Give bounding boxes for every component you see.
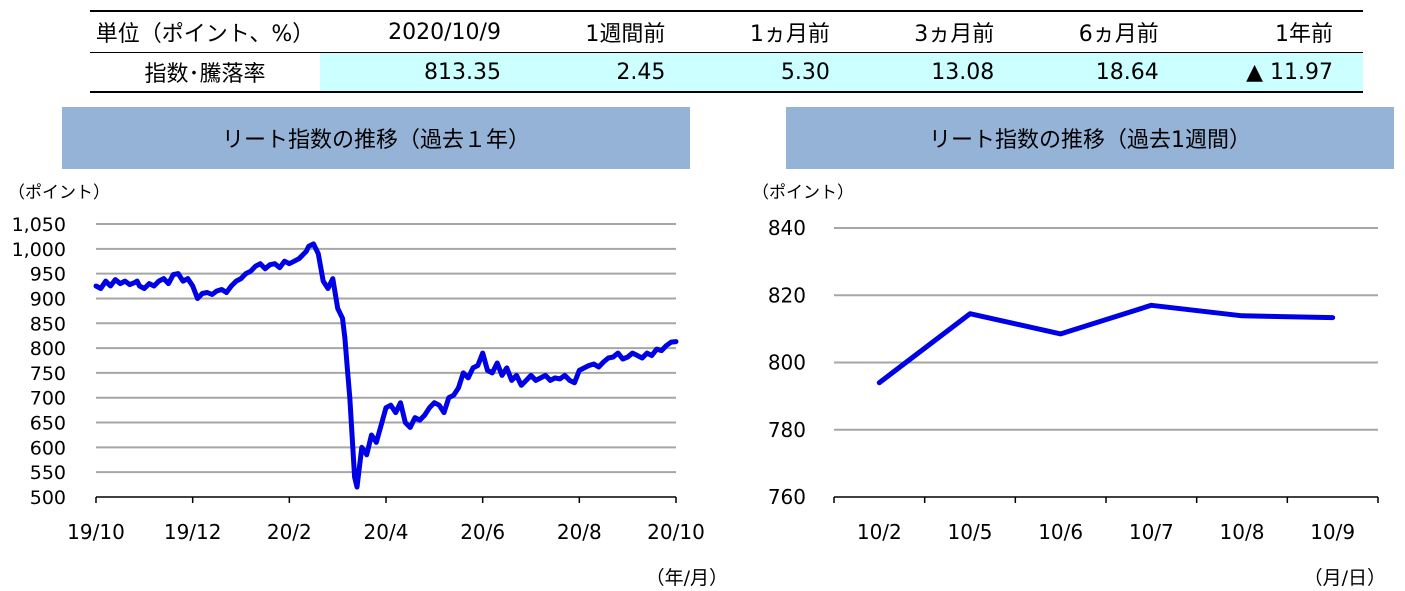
month-header: 1ヵ月前 xyxy=(695,10,860,53)
year-y-tick-label: 750 xyxy=(30,363,66,385)
year-y-tick-label: 1,000 xyxy=(12,239,66,261)
week-x-tick-label: 10/7 xyxy=(1129,520,1174,544)
six-month-header: 6ヵ月前 xyxy=(1024,10,1189,53)
month-change-value: 5.30 xyxy=(695,52,860,93)
week-chart: 840 820 800 780 760 10/2 10/5 10/6 10/7 10/8 10/9 xyxy=(768,216,1379,544)
year-y-tick-label: 1,050 xyxy=(12,214,66,236)
week-chart-title: リート指数の推移（過去1週間） xyxy=(786,107,1394,169)
week-chart-xlabel: （月/日） xyxy=(1304,567,1386,589)
unit-header: 単位（ポイント、%） xyxy=(90,10,320,53)
year-x-tick-label: 20/4 xyxy=(364,520,409,544)
summary-table: 単位（ポイント、%） 2020/10/9 1週間前 1ヵ月前 3ヵ月前 6ヵ月前… xyxy=(90,10,1363,93)
year-y-tick-label: 800 xyxy=(30,338,66,360)
year-x-tick-label: 20/10 xyxy=(647,520,705,544)
week-x-tick-label: 10/2 xyxy=(857,520,902,544)
week-chart-ylabel: （ポイント） xyxy=(752,183,854,203)
week-y-tick-label: 840 xyxy=(768,216,806,240)
date-header: 2020/10/9 xyxy=(320,10,531,53)
week-x-tick-label: 10/9 xyxy=(1310,520,1355,544)
week-y-tick-label: 800 xyxy=(768,351,806,375)
year-x-tick-label: 20/6 xyxy=(460,520,505,544)
year-y-tick-label: 600 xyxy=(30,437,66,459)
year-y-tick-label: 950 xyxy=(30,264,66,286)
year-y-tick-label: 550 xyxy=(30,462,66,484)
row-label: 指数･騰落率 xyxy=(90,52,320,93)
week-x-tick-label: 10/5 xyxy=(948,520,993,544)
year-chart-ylabel: （ポイント） xyxy=(8,183,110,203)
three-month-change-value: 13.08 xyxy=(859,52,1025,93)
year-y-tick-label: 900 xyxy=(30,288,66,310)
week-x-tick-label: 10/6 xyxy=(1038,520,1083,544)
year-change-value: ▲ 11.97 xyxy=(1188,52,1363,93)
week-y-tick-label: 760 xyxy=(768,485,806,509)
year-y-tick-label: 500 xyxy=(30,487,66,509)
year-series-line xyxy=(93,241,679,490)
six-month-change-value: 18.64 xyxy=(1024,52,1189,93)
week-header: 1週間前 xyxy=(530,10,696,53)
week-y-tick-label: 780 xyxy=(768,418,806,442)
year-x-tick-label: 20/8 xyxy=(557,520,602,544)
week-change-value: 2.45 xyxy=(530,52,696,93)
year-x-tick-label: 19/10 xyxy=(67,520,125,544)
year-x-tick-label: 19/12 xyxy=(164,520,222,544)
year-chart-title: リート指数の推移（過去１年） xyxy=(62,107,690,169)
summary-value-row: 指数･騰落率 813.35 2.45 5.30 13.08 18.64 ▲ 11… xyxy=(90,52,1363,93)
three-month-header: 3ヵ月前 xyxy=(859,10,1025,53)
year-x-tick-label: 20/2 xyxy=(267,520,312,544)
year-y-tick-label: 850 xyxy=(30,313,66,335)
week-series-line xyxy=(876,302,1336,386)
year-header: 1年前 xyxy=(1188,10,1363,53)
year-y-tick-label: 700 xyxy=(30,388,66,410)
summary-header-row: 単位（ポイント、%） 2020/10/9 1週間前 1ヵ月前 3ヵ月前 6ヵ月前… xyxy=(90,10,1363,53)
year-chart-xlabel: （年/月） xyxy=(646,567,728,589)
year-y-tick-label: 650 xyxy=(30,413,66,435)
week-x-tick-label: 10/8 xyxy=(1220,520,1265,544)
week-y-tick-label: 820 xyxy=(768,283,806,307)
index-value: 813.35 xyxy=(320,52,531,93)
